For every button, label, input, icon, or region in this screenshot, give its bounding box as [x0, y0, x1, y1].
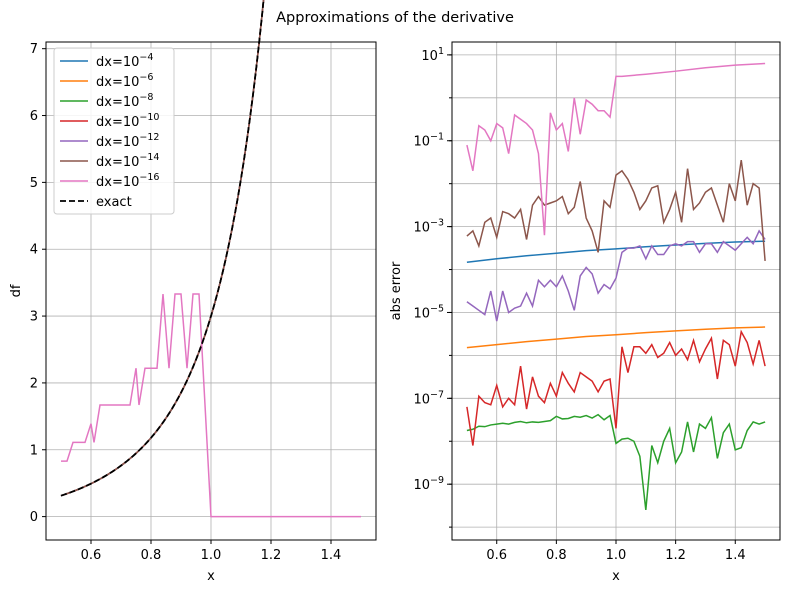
right-y-tick-label: 10−1: [413, 132, 444, 150]
left-x-tick-label: 0.6: [81, 548, 102, 563]
right-chart-ylabel: abs error: [389, 261, 404, 320]
right-y-tick-label: 10−3: [413, 218, 444, 236]
right-series-dx8: [466, 413, 766, 511]
legend-label-exact: exact: [96, 195, 132, 210]
right-series-dx6: [466, 326, 766, 349]
left-y-tick-label: 7: [30, 42, 38, 57]
right-chart-grid: [452, 42, 780, 540]
left-series-exact: [60, 0, 265, 497]
left-x-tick-label: 1.4: [321, 548, 342, 563]
left-chart-ylabel: df: [9, 284, 24, 297]
right-chart-series: [466, 62, 766, 511]
left-chart-series: [60, 0, 361, 518]
left-y-tick-label: 1: [30, 443, 38, 458]
right-x-tick-label: 0.6: [486, 548, 507, 563]
right-x-tick-label: 1.4: [725, 548, 746, 563]
figure-suptitle: Approximations of the derivative: [276, 10, 514, 26]
left-x-tick-label: 0.8: [141, 548, 162, 563]
left-y-tick-label: 5: [30, 176, 38, 191]
left-y-tick-label: 2: [30, 376, 38, 391]
right-series-dx4: [466, 240, 766, 263]
right-series-dx16: [466, 62, 766, 236]
left-series-dx16: [61, 293, 361, 518]
right-chart-panel: 0.6 0.8 1.0 1.2 1.4 101 10−1 10−3 10−5 10−7 10−9 x…: [389, 41, 781, 584]
legend-label-dx12: dx=10−12: [96, 132, 159, 150]
right-chart-ticks: 0.6 0.8 1.0 1.2 1.4 101 10−1 10−3 10−5 10−7 10−9: [413, 46, 745, 563]
right-series-dx12: [466, 229, 766, 322]
legend-label-dx8: dx=10−8: [96, 92, 153, 110]
right-x-tick-label: 1.0: [606, 548, 627, 563]
left-y-tick-label: 0: [30, 510, 38, 525]
legend-label-dx10: dx=10−10: [96, 112, 159, 130]
legend-label-dx16: dx=10−16: [96, 172, 159, 190]
right-y-tick-label: 10−9: [413, 475, 444, 493]
right-chart-xlabel: x: [612, 569, 620, 584]
left-chart-legend: dx=10−4 dx=10−6 dx=10−8 dx=10−10 dx=10−12 dx=…: [53, 47, 175, 215]
right-y-tick-label: 10−7: [413, 389, 444, 407]
right-x-tick-label: 0.8: [546, 548, 567, 563]
right-series-dx10: [466, 329, 766, 446]
left-x-tick-label: 1.2: [261, 548, 282, 563]
left-chart-xlabel: x: [207, 569, 215, 584]
right-y-tick-label: 10−5: [413, 303, 444, 321]
legend-label-dx14: dx=10−14: [96, 152, 159, 170]
right-x-tick-label: 1.2: [665, 548, 686, 563]
left-x-tick-label: 1.0: [201, 548, 222, 563]
left-chart-grid: [46, 42, 376, 540]
left-chart-ticks: 0.6 0.8 1.0 1.2 1.4 0 1 2 3 4 5 6 7: [30, 42, 342, 563]
legend-label-dx4: dx=10−4: [96, 52, 153, 70]
left-y-tick-label: 6: [30, 109, 38, 124]
legend-label-dx6: dx=10−6: [96, 72, 153, 90]
left-y-tick-label: 3: [30, 310, 38, 325]
right-y-tick-label: 101: [421, 46, 444, 64]
legend-box: [53, 47, 175, 215]
right-series-dx14: [466, 159, 766, 262]
left-y-tick-label: 4: [30, 243, 38, 258]
